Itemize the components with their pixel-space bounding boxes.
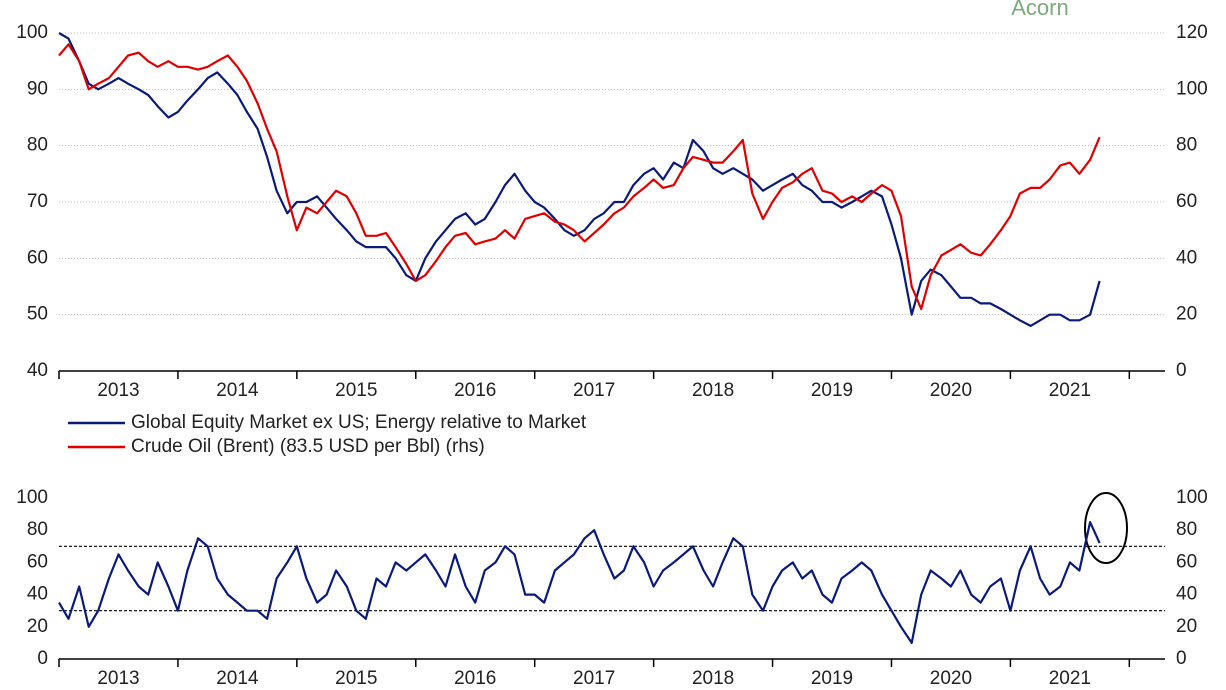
x-tick-label: 2013 xyxy=(97,668,139,689)
x-tick-label: 2016 xyxy=(454,380,496,401)
line-series xyxy=(58,521,1101,644)
y-tick-label: 40 xyxy=(27,360,48,381)
x-tick-label: 2020 xyxy=(930,668,972,689)
y2-tick-label: 0 xyxy=(1176,360,1187,381)
x-tick-label: 2013 xyxy=(97,380,139,401)
y2-tick-label: 60 xyxy=(1176,551,1197,572)
y-tick-label: 100 xyxy=(16,487,48,508)
y2-tick-label: 80 xyxy=(1176,519,1197,540)
y-tick-label: 90 xyxy=(27,78,48,99)
x-tick-label: 2015 xyxy=(335,380,377,401)
y2-tick-label: 120 xyxy=(1176,22,1208,43)
y2-tick-label: 100 xyxy=(1176,487,1208,508)
x-tick-label: 2019 xyxy=(811,668,853,689)
y2-tick-label: 20 xyxy=(1176,616,1197,637)
x-tick-label: 2017 xyxy=(573,668,615,689)
x-tick-label: 2021 xyxy=(1049,668,1091,689)
x-tick-label: 2014 xyxy=(216,668,259,689)
x-tick-label: 2017 xyxy=(573,380,615,401)
y2-tick-label: 60 xyxy=(1176,191,1197,212)
y2-tick-label: 100 xyxy=(1176,78,1208,99)
y2-tick-label: 80 xyxy=(1176,135,1197,156)
highlight-circle xyxy=(1084,492,1128,564)
x-tick-label: 2014 xyxy=(216,380,259,401)
y2-tick-label: 20 xyxy=(1176,304,1197,325)
brand: Acorn xyxy=(1011,0,1068,20)
line-series xyxy=(58,43,1101,311)
y-tick-label: 60 xyxy=(27,551,48,572)
y2-tick-label: 0 xyxy=(1176,648,1187,669)
y-tick-label: 40 xyxy=(27,584,48,605)
x-tick-label: 2018 xyxy=(692,380,734,401)
y2-tick-label: 40 xyxy=(1176,584,1197,605)
y-tick-label: 60 xyxy=(27,247,48,268)
x-tick-label: 2020 xyxy=(930,380,972,401)
y-tick-label: 80 xyxy=(27,135,48,156)
legend-label: Crude Oil (Brent) (83.5 USD per Bbl) (rh… xyxy=(131,436,485,457)
y-tick-label: 70 xyxy=(27,191,48,212)
line-series xyxy=(58,32,1101,327)
x-tick-label: 2019 xyxy=(811,380,853,401)
x-tick-label: 2021 xyxy=(1049,380,1091,401)
legend-label: Global Equity Market ex US; Energy relat… xyxy=(131,412,587,433)
y-tick-label: 80 xyxy=(27,519,48,540)
x-tick-label: 2018 xyxy=(692,668,734,689)
y-tick-label: 20 xyxy=(27,616,48,637)
y-tick-label: 100 xyxy=(16,22,48,43)
y-tick-label: 0 xyxy=(37,648,48,669)
y-tick-label: 50 xyxy=(27,304,48,325)
x-tick-label: 2016 xyxy=(454,668,496,689)
x-tick-label: 2015 xyxy=(335,668,377,689)
y2-tick-label: 40 xyxy=(1176,247,1197,268)
